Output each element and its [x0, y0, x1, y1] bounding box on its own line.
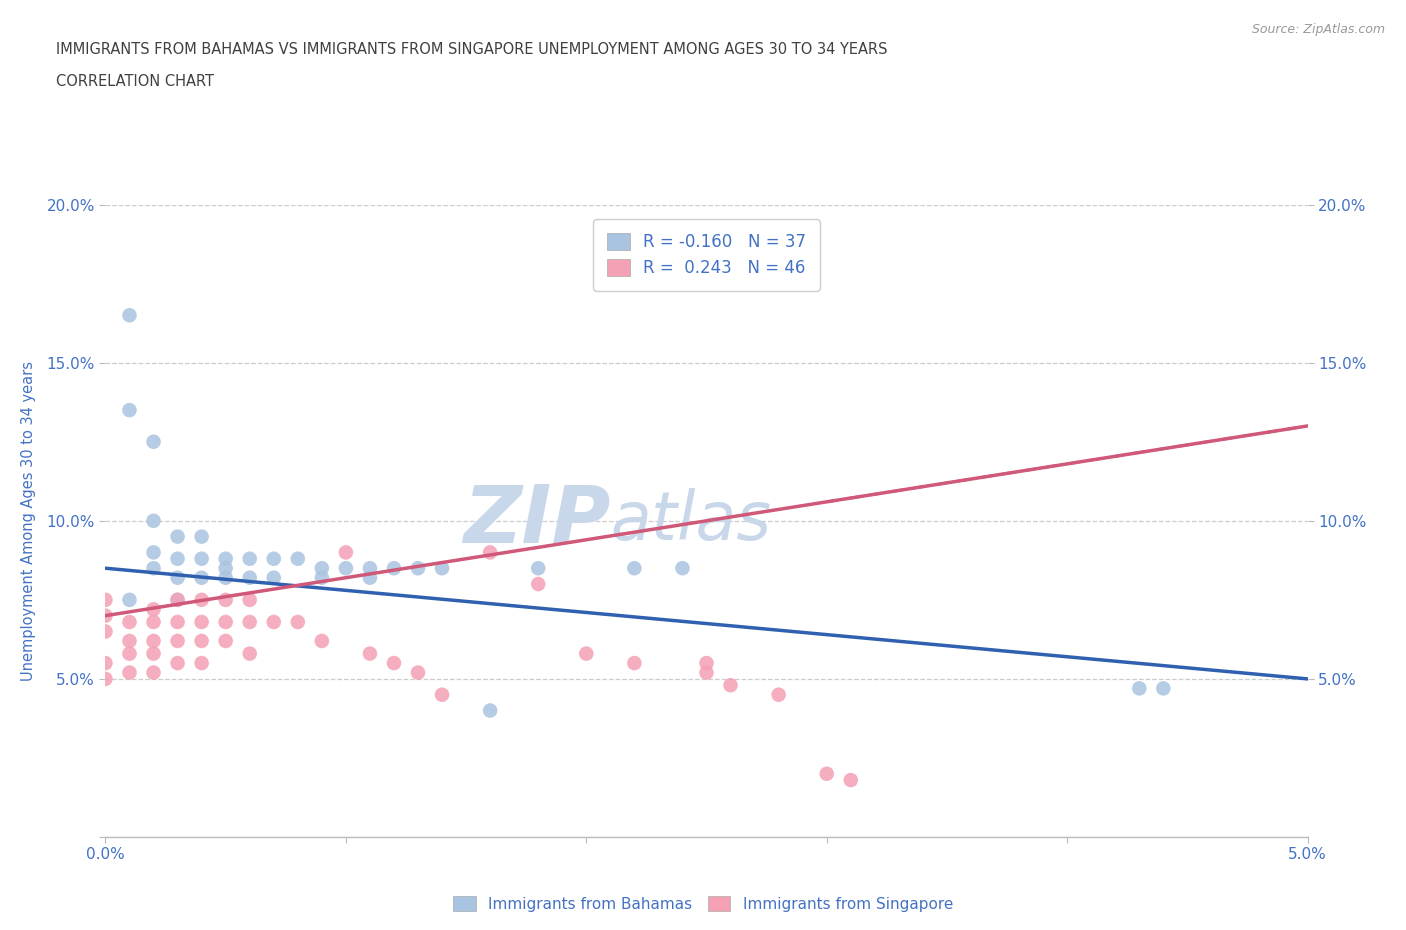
Point [166, 592, 188, 607]
Point [166, 633, 188, 648]
Point [623, 561, 645, 576]
Point [479, 703, 502, 718]
Text: atlas: atlas [610, 488, 772, 553]
Point [720, 678, 742, 693]
Point [214, 592, 236, 607]
Point [311, 633, 333, 648]
Point [239, 551, 262, 566]
Point [142, 602, 165, 617]
Point [190, 615, 212, 630]
Point [142, 615, 165, 630]
Point [287, 551, 309, 566]
Point [287, 615, 309, 630]
Text: CORRELATION CHART: CORRELATION CHART [56, 74, 214, 89]
Text: Source: ZipAtlas.com: Source: ZipAtlas.com [1251, 23, 1385, 36]
Y-axis label: Unemployment Among Ages 30 to 34 years: Unemployment Among Ages 30 to 34 years [21, 361, 35, 681]
Point [142, 646, 165, 661]
Point [311, 570, 333, 585]
Point [142, 561, 165, 576]
Point [94, 608, 117, 623]
Point [671, 561, 693, 576]
Point [142, 665, 165, 680]
Point [190, 592, 212, 607]
Point [142, 434, 165, 449]
Point [118, 403, 141, 418]
Point [575, 646, 598, 661]
Point [239, 570, 262, 585]
Point [214, 615, 236, 630]
Legend: R = -0.160   N = 37, R =  0.243   N = 46: R = -0.160 N = 37, R = 0.243 N = 46 [593, 219, 820, 290]
Point [166, 656, 188, 671]
Point [696, 656, 718, 671]
Point [839, 773, 862, 788]
Point [696, 665, 718, 680]
Point [94, 656, 117, 671]
Point [166, 551, 188, 566]
Point [142, 513, 165, 528]
Point [335, 561, 357, 576]
Point [815, 766, 838, 781]
Point [190, 656, 212, 671]
Point [142, 633, 165, 648]
Point [359, 561, 381, 576]
Point [239, 592, 262, 607]
Point [214, 561, 236, 576]
Point [166, 615, 188, 630]
Text: IMMIGRANTS FROM BAHAMAS VS IMMIGRANTS FROM SINGAPORE UNEMPLOYMENT AMONG AGES 30 : IMMIGRANTS FROM BAHAMAS VS IMMIGRANTS FR… [56, 42, 887, 57]
Point [382, 561, 405, 576]
Point [359, 570, 381, 585]
Point [166, 529, 188, 544]
Point [1128, 681, 1150, 696]
Text: ZIP: ZIP [463, 482, 610, 560]
Point [190, 551, 212, 566]
Point [527, 561, 550, 576]
Point [335, 545, 357, 560]
Point [239, 646, 262, 661]
Point [118, 665, 141, 680]
Point [190, 633, 212, 648]
Point [359, 646, 381, 661]
Point [118, 592, 141, 607]
Point [527, 577, 550, 591]
Point [479, 545, 502, 560]
Point [118, 633, 141, 648]
Point [239, 615, 262, 630]
Point [263, 551, 285, 566]
Point [166, 592, 188, 607]
Point [214, 551, 236, 566]
Point [406, 561, 429, 576]
Point [118, 646, 141, 661]
Point [623, 656, 645, 671]
Point [311, 561, 333, 576]
Point [142, 545, 165, 560]
Point [382, 656, 405, 671]
Point [768, 687, 790, 702]
Point [118, 615, 141, 630]
Point [118, 308, 141, 323]
Point [214, 570, 236, 585]
Point [94, 624, 117, 639]
Point [190, 570, 212, 585]
Point [94, 671, 117, 686]
Point [430, 561, 453, 576]
Point [166, 570, 188, 585]
Point [1152, 681, 1174, 696]
Point [263, 615, 285, 630]
Legend: Immigrants from Bahamas, Immigrants from Singapore: Immigrants from Bahamas, Immigrants from… [447, 889, 959, 918]
Point [190, 529, 212, 544]
Point [430, 687, 453, 702]
Point [214, 633, 236, 648]
Point [94, 592, 117, 607]
Point [406, 665, 429, 680]
Point [263, 570, 285, 585]
